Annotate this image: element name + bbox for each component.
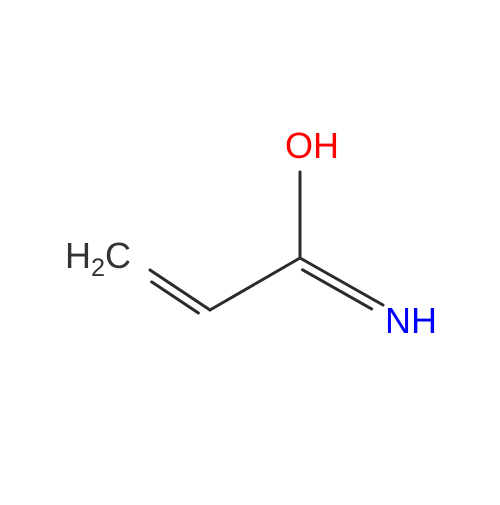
atom-nh: NH <box>385 300 437 342</box>
atom-ch2: H2C <box>65 235 131 283</box>
atom-oh: OH <box>285 125 339 167</box>
molecule-diagram: H2C OH NH <box>0 0 500 500</box>
